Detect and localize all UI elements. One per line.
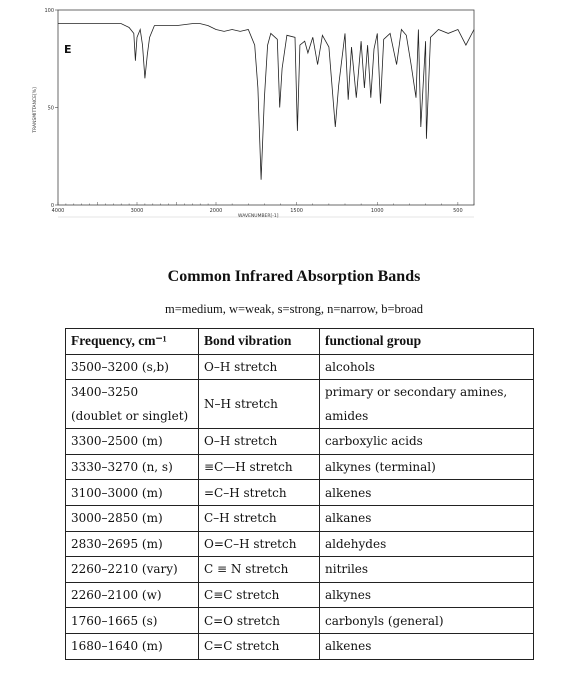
x-tick-label: 2000 — [210, 208, 223, 214]
cell-frequency: 3100–3000 (m) — [65, 479, 199, 506]
cell-group: alkenes — [319, 479, 534, 506]
x-tick-label: 500 — [453, 208, 463, 214]
cell-group: alkynes (terminal) — [319, 453, 534, 481]
cell-frequency: 1760–1665 (s) — [65, 607, 199, 634]
bond-text: C—H stretch — [214, 460, 293, 475]
table-row: 2260–2210 (vary) C ≡ N stretch nitriles — [65, 556, 534, 583]
cell-bond: C=C stretch — [198, 632, 320, 660]
group-main: primary or secondary amines, — [325, 385, 508, 400]
cell-group: aldehydes — [319, 530, 534, 558]
cell-bond: ≡C—H stretch — [198, 453, 320, 481]
table-row: 3000–2850 (m) C–H stretch alkanes — [65, 504, 534, 532]
cell-bond: C≡C stretch — [198, 581, 320, 609]
cell-frequency: 2260–2210 (vary) — [65, 556, 199, 583]
cell-bond: C–H stretch — [198, 504, 320, 532]
cell-group: primary or secondary amines, amides — [319, 379, 534, 430]
header-functional-group: functional group — [319, 328, 534, 355]
header-bond-vibration: Bond vibration — [198, 328, 320, 355]
cell-group: carboxylic acids — [319, 428, 534, 455]
spectrum-trace — [58, 23, 475, 180]
x-tick-label: 4000 — [52, 208, 65, 214]
table-row: 2830–2695 (m) O=C–H stretch aldehydes — [65, 530, 534, 558]
x-tick-label: 3000 — [131, 208, 144, 214]
cell-group: alcohols — [319, 353, 534, 381]
table-header-row: Frequency, cm⁻¹ Bond vibration functiona… — [65, 328, 534, 355]
table-row: 2260–2100 (w) C≡C stretch alkynes — [65, 581, 534, 609]
x-tick-label: 1000 — [371, 208, 384, 214]
x-axis-label: WAVENUMBER[-1] — [238, 213, 279, 219]
triple-bond-symbol: ≡ — [204, 460, 215, 475]
cell-frequency: 1680–1640 (m) — [65, 632, 199, 660]
table-title: Common Infrared Absorption Bands — [167, 268, 421, 285]
table-row: 1680–1640 (m) C=C stretch alkenes — [65, 632, 534, 660]
cell-group: alkenes — [319, 632, 534, 660]
y-axis-label: TRANSMITTANCE[%] — [32, 87, 38, 134]
table-row: 1760–1665 (s) C=O stretch carbonyls (gen… — [65, 607, 534, 634]
bond-text: N stretch — [230, 562, 289, 577]
cell-bond: O=C–H stretch — [198, 530, 320, 558]
group-note: amides — [325, 409, 369, 424]
cell-bond: O–H stretch — [198, 353, 320, 381]
table-row: 3300–2500 (m) O–H stretch carboxylic aci… — [65, 428, 534, 455]
cell-group: alkanes — [319, 504, 534, 532]
cell-frequency: 2260–2100 (w) — [65, 581, 199, 609]
panel-label: E — [64, 43, 72, 56]
cell-bond: C=O stretch — [198, 607, 320, 634]
bond-atom: C — [204, 562, 214, 577]
ir-absorption-table: Frequency, cm⁻¹ Bond vibration functiona… — [65, 328, 534, 660]
cell-group: alkynes — [319, 581, 534, 609]
triple-bond-symbol: ≡ — [213, 588, 224, 603]
cell-frequency: 3400–3250 (doublet or singlet) — [65, 379, 199, 430]
y-tick-label: 0 — [51, 203, 54, 209]
cell-frequency: 2830–2695 (m) — [65, 530, 199, 558]
plot-frame — [57, 9, 475, 206]
freq-note: (doublet or singlet) — [71, 409, 189, 424]
y-tick-label: 100 — [44, 8, 54, 14]
y-tick-label: 50 — [48, 106, 54, 112]
table-row: 3400–3250 (doublet or singlet) N–H stret… — [65, 379, 534, 430]
cell-bond: O–H stretch — [198, 428, 320, 455]
cell-bond: C ≡ N stretch — [198, 556, 320, 583]
cell-frequency: 3300–2500 (m) — [65, 428, 199, 455]
header-frequency: Frequency, cm⁻¹ — [65, 328, 199, 355]
cell-bond: N–H stretch — [198, 379, 320, 430]
table-legend: m=medium, w=weak, s=strong, n=narrow, b=… — [164, 302, 423, 316]
cell-bond: =C–H stretch — [198, 479, 320, 506]
x-tick-label: 1500 — [290, 208, 303, 214]
cell-group: nitriles — [319, 556, 534, 583]
cell-group: carbonyls (general) — [319, 607, 534, 634]
bond-text: C stretch — [223, 588, 280, 603]
cell-frequency: 3330–3270 (n, s) — [65, 453, 199, 481]
cell-frequency: 3500–3200 (s,b) — [65, 353, 199, 381]
table-row: 3100–3000 (m) =C–H stretch alkenes — [65, 479, 534, 506]
freq-main: 3400–3250 — [71, 385, 139, 400]
table-row: 3330–3270 (n, s) ≡C—H stretch alkynes (t… — [65, 453, 534, 481]
bond-atom: C — [204, 588, 214, 603]
table-row: 3500–3200 (s,b) O–H stretch alcohols — [65, 353, 534, 381]
cell-frequency: 3000–2850 (m) — [65, 504, 199, 532]
triple-bond-symbol: ≡ — [217, 562, 228, 577]
